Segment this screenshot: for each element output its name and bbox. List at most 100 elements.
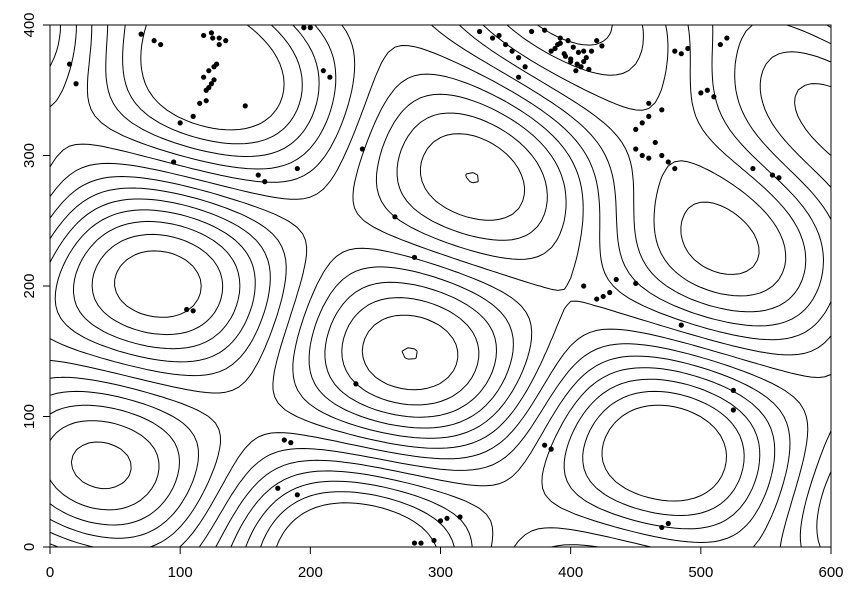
data-point [542,442,548,448]
data-point [646,155,652,161]
data-point [730,387,736,393]
data-point [678,51,684,57]
data-point [581,283,587,289]
data-point [516,74,522,80]
data-point [206,85,212,91]
y-tick-label: 100 [21,404,38,429]
data-point [776,175,782,181]
data-point [672,48,678,54]
data-point [242,103,248,109]
data-point [552,45,558,52]
data-point [294,165,300,172]
data-point [633,146,639,152]
data-point [586,66,592,72]
data-point [392,214,398,220]
data-point [581,48,587,54]
sample-points [66,25,782,546]
data-point [542,27,548,33]
contour-line [49,24,807,511]
data-point [548,48,554,54]
data-point [288,440,294,446]
contour-line [49,24,832,539]
data-point [639,152,645,159]
data-point [711,94,717,100]
y-tick-label: 400 [21,12,38,37]
data-point [211,77,217,83]
data-point [665,520,671,527]
contour-line [49,83,832,548]
data-point [633,126,639,132]
data-point [724,35,730,41]
data-point [639,120,645,126]
data-point [457,514,463,520]
data-point [66,61,73,67]
contour-line [49,112,809,548]
x-tick-label: 100 [168,564,193,581]
data-point [418,540,424,546]
data-point [730,407,736,413]
data-point [573,68,579,74]
data-point [200,74,207,80]
data-point [529,28,535,35]
data-point [216,35,222,41]
data-point [633,280,639,286]
data-point [509,48,515,54]
data-point [411,540,418,546]
data-point [223,38,229,44]
x-tick-label: 400 [558,564,583,581]
contour-line [73,172,776,548]
data-point [73,81,79,87]
data-point [557,35,563,41]
data-point [594,296,600,302]
data-point [659,107,665,113]
data-point [184,306,190,313]
data-point [496,32,502,39]
data-point [672,165,678,172]
data-point [557,40,563,46]
data-point [320,68,326,74]
data-point [717,41,723,48]
data-point [704,87,710,93]
data-point [578,64,584,70]
x-tick-label: 600 [818,564,843,581]
contour-line [91,233,761,548]
data-point [489,35,496,41]
data-point [208,81,215,87]
contour-line [122,24,760,391]
data-point [665,159,671,165]
data-point [575,49,582,56]
data-point [646,113,652,119]
data-point [548,446,554,452]
data-point [327,74,333,80]
data-point [476,28,483,35]
data-point [659,152,665,159]
data-point [568,56,574,62]
data-point [588,48,595,54]
data-point [581,58,587,65]
data-point [138,31,144,37]
data-point [678,322,684,328]
data-point [411,254,418,260]
y-tick-label: 300 [21,143,38,168]
x-tick-label: 500 [688,564,713,581]
data-point [151,38,157,44]
data-point [594,38,600,44]
data-point [570,44,576,50]
contour-line [114,250,745,548]
data-point [197,100,203,106]
contour-line [70,24,787,490]
data-point [307,25,313,31]
data-point [294,492,300,498]
data-point [652,139,658,146]
data-point [190,308,196,314]
data-point [613,276,619,283]
data-point [200,32,207,39]
data-point [301,25,307,31]
data-point [562,53,569,59]
data-point [516,55,522,61]
data-point [583,55,589,61]
data-point [177,120,183,126]
data-point [444,515,450,521]
contour-line [49,51,832,548]
